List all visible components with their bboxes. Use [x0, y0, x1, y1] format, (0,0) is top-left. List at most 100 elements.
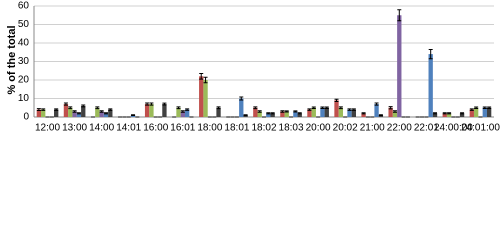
bar — [81, 105, 86, 117]
error-bar — [460, 112, 465, 115]
bar — [446, 113, 452, 117]
bar — [432, 113, 438, 117]
error-bar — [99, 110, 104, 113]
bar — [361, 113, 366, 117]
error-bar — [482, 106, 487, 109]
x-tick-label: 22:01 — [414, 123, 439, 134]
error-bar — [324, 106, 329, 109]
error-bar — [487, 106, 492, 109]
x-tick-label: 18:02 — [251, 123, 276, 134]
error-bar — [474, 106, 479, 109]
page: % of the total 0 10 20 30 40 50 60 12:00 13:00 14… — [5, 0, 500, 134]
bar — [63, 104, 69, 117]
error-bar — [108, 108, 113, 111]
bar — [176, 107, 181, 117]
error-bar — [253, 106, 258, 110]
bar — [347, 109, 352, 117]
y-tick-label: 20 — [18, 75, 30, 86]
error-bar — [442, 112, 447, 115]
bar — [253, 107, 258, 117]
error-bar — [199, 73, 204, 80]
error-bar — [63, 102, 68, 106]
bar — [270, 113, 275, 117]
bar — [257, 111, 262, 117]
error-bar — [351, 108, 356, 111]
x-tick-label: 20:02 — [333, 123, 358, 134]
error-bar — [307, 108, 312, 111]
error-bar — [397, 9, 402, 22]
error-bar — [180, 110, 185, 113]
bar — [473, 107, 479, 117]
bar — [293, 111, 298, 117]
bar — [54, 109, 59, 117]
error-bar — [54, 108, 59, 111]
bar — [428, 54, 433, 117]
bar — [459, 113, 465, 117]
error-bar — [374, 102, 379, 106]
error-bar — [469, 108, 474, 111]
bar — [397, 15, 402, 117]
bar — [297, 113, 302, 117]
error-bar — [447, 112, 452, 115]
error-bar — [81, 104, 86, 108]
error-bar — [378, 114, 383, 117]
error-bar — [41, 108, 46, 111]
bar — [266, 113, 271, 117]
bar — [334, 100, 339, 117]
bar — [307, 109, 312, 117]
bar — [72, 111, 77, 117]
bar — [108, 109, 113, 117]
x-tick-label: 14:00 — [89, 123, 114, 134]
bar — [243, 115, 248, 117]
bar — [162, 104, 167, 117]
error-bar — [347, 108, 352, 111]
error-bar — [36, 108, 41, 112]
x-tick-label: 22:00 — [387, 123, 412, 134]
bar — [99, 111, 104, 117]
bar — [130, 115, 136, 117]
bar — [392, 111, 398, 117]
bar — [149, 104, 154, 117]
error-bar — [257, 110, 262, 113]
bar — [180, 111, 185, 117]
error-bar — [266, 112, 271, 115]
bar — [36, 109, 42, 117]
error-bar — [428, 48, 433, 60]
error-bar — [293, 110, 298, 113]
error-bar — [149, 102, 154, 106]
error-bar — [297, 112, 302, 115]
y-tick-label: 0 — [23, 112, 29, 123]
error-bar — [280, 110, 285, 113]
bar — [311, 107, 316, 117]
bar — [239, 98, 244, 117]
x-tick-label: 20:00 — [306, 123, 331, 134]
error-bar — [320, 106, 325, 109]
error-bar — [162, 102, 167, 106]
bar — [338, 107, 344, 117]
error-bar — [145, 102, 150, 106]
bar — [95, 107, 100, 117]
bar — [199, 76, 204, 117]
x-tick-label: 18:03 — [279, 123, 304, 134]
error-bar — [433, 112, 438, 115]
y-tick-label: 10 — [18, 93, 30, 104]
error-bar — [334, 98, 339, 102]
y-tick-label: 50 — [18, 19, 30, 30]
x-tick-label: 12:00 — [35, 123, 60, 134]
error-bar — [388, 106, 393, 110]
bar — [284, 111, 289, 117]
bar — [320, 107, 325, 117]
bar — [68, 107, 73, 117]
error-bar — [103, 112, 108, 115]
y-tick-label: 60 — [18, 1, 30, 12]
error-bar — [131, 114, 136, 117]
error-bar — [95, 106, 100, 110]
error-bar — [216, 106, 221, 110]
x-tick-label: 24:00:00 — [434, 123, 473, 134]
bar — [378, 115, 384, 117]
y-tick-label: 40 — [18, 38, 30, 49]
bar — [469, 109, 474, 117]
error-bar — [270, 112, 275, 115]
bar — [351, 109, 356, 117]
bar — [388, 107, 393, 117]
